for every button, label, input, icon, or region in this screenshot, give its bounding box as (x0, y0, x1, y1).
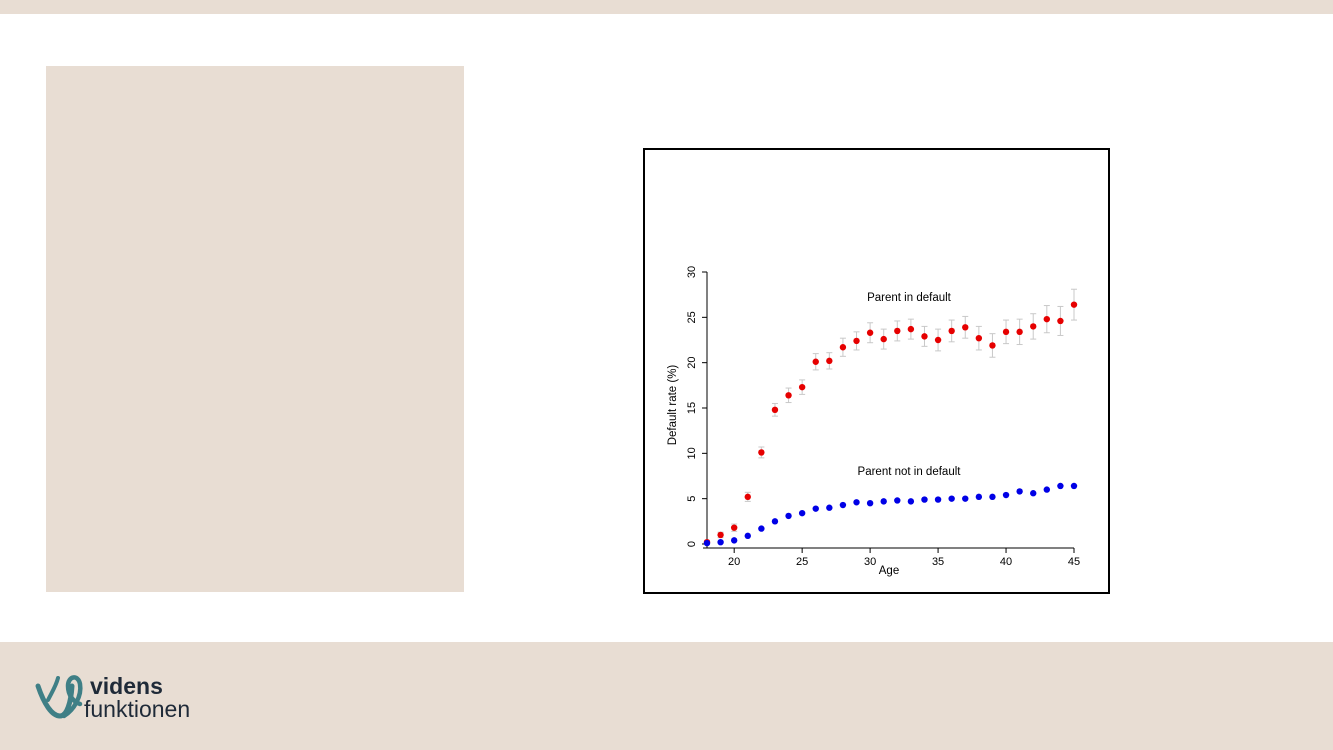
data-point (744, 493, 751, 501)
data-point (1016, 328, 1023, 336)
data-point (934, 336, 942, 344)
data-point (826, 357, 833, 365)
data-point (798, 383, 806, 391)
annotation-parent-not-in-default: Parent not in default (858, 466, 962, 478)
data-point (921, 333, 928, 340)
data-point (1057, 317, 1064, 325)
videns-logo: videns funktionen (34, 672, 214, 724)
left-panel (46, 66, 464, 592)
data-point (1043, 315, 1051, 323)
y-axis-label: Default rate (%) (667, 365, 679, 446)
x-axis-label: Age (879, 565, 899, 577)
data-point (880, 335, 887, 343)
data-point (798, 509, 806, 517)
data-point (785, 392, 792, 399)
data-point (1030, 490, 1037, 497)
data-point (962, 495, 969, 502)
data-point (866, 329, 874, 336)
data-point (744, 532, 751, 540)
data-point (907, 498, 915, 505)
y-tick-label: 20 (686, 357, 698, 369)
y-tick-label: 0 (686, 541, 698, 547)
y-tick-label: 25 (686, 311, 698, 323)
scatter-chart: 20 25 30 35 40 45 0 5 10 15 20 25 30 Parent in defau… (667, 266, 1080, 577)
data-point (948, 495, 955, 502)
top-band (0, 0, 1333, 14)
x-tick-label: 40 (1000, 556, 1012, 568)
data-point (1016, 488, 1023, 495)
data-point (1002, 491, 1010, 499)
chart-frame: 20 25 30 35 40 45 0 5 10 15 20 25 30 Parent in defau… (643, 148, 1110, 594)
data-point (785, 512, 792, 520)
videns-logo-icon (35, 675, 83, 719)
data-point (703, 539, 711, 547)
y-tick-label: 15 (686, 402, 698, 414)
x-tick-label: 45 (1068, 556, 1080, 568)
data-point (717, 538, 724, 546)
data-point (1057, 482, 1064, 490)
data-point (771, 406, 779, 414)
y-tick-label: 5 (686, 496, 698, 502)
data-point (934, 496, 942, 503)
x-tick-label: 30 (864, 556, 876, 568)
data-point (975, 334, 983, 342)
data-point (758, 449, 765, 456)
data-point (907, 325, 915, 333)
data-point (894, 327, 901, 335)
y-tick-label: 10 (686, 447, 698, 459)
data-point (839, 344, 847, 351)
x-tick-label: 25 (796, 556, 808, 568)
data-point (771, 518, 779, 525)
data-point (1070, 301, 1078, 308)
x-tick-label: 35 (932, 556, 944, 568)
data-point (826, 504, 833, 511)
data-point (730, 537, 738, 544)
data-point (758, 525, 765, 532)
data-point (921, 496, 928, 503)
footer-band (0, 642, 1333, 750)
data-point (1002, 328, 1010, 336)
data-point (894, 497, 901, 504)
chart-marks (703, 288, 1078, 547)
logo-text-videns: videns (90, 673, 163, 699)
data-point (962, 324, 969, 331)
data-point (1070, 482, 1078, 490)
data-point (812, 358, 819, 365)
annotation-parent-in-default: Parent in default (867, 292, 952, 304)
logo-text-funktionen: funktionen (84, 696, 191, 722)
data-point (812, 505, 819, 512)
chart-axes: 20 25 30 35 40 45 0 5 10 15 20 25 30 (686, 266, 1080, 568)
data-point (853, 337, 860, 345)
data-point (839, 501, 847, 509)
data-point (975, 493, 983, 501)
data-point (1043, 486, 1051, 493)
data-point (717, 531, 724, 539)
x-tick-label: 20 (728, 556, 740, 568)
data-point (1030, 323, 1037, 330)
data-point (989, 493, 996, 501)
data-point (880, 498, 887, 505)
data-point (730, 524, 738, 531)
data-point (853, 499, 860, 506)
y-tick-label: 30 (686, 266, 698, 278)
data-point (948, 327, 955, 335)
data-point (989, 342, 996, 349)
data-point (866, 500, 874, 507)
